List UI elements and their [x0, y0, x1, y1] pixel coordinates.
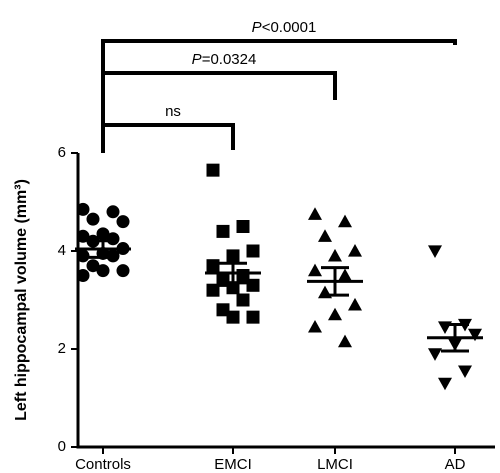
point	[308, 263, 322, 277]
error-bar	[89, 239, 117, 259]
point	[76, 229, 90, 243]
point	[106, 232, 120, 246]
point	[206, 283, 220, 297]
point	[86, 212, 100, 226]
comparison-label: P=0.0324	[192, 51, 257, 68]
point	[468, 328, 482, 342]
x-tick-label: LMCI	[317, 456, 353, 473]
point	[226, 249, 240, 263]
y-tick-label: 0	[58, 438, 66, 455]
bracket	[101, 71, 337, 153]
point	[116, 215, 130, 229]
y-axis-label: Left hippocampal volume (mm³)	[13, 179, 30, 421]
point	[428, 245, 442, 258]
point	[96, 264, 110, 278]
bracket	[101, 39, 457, 153]
point	[338, 334, 352, 348]
point	[236, 220, 250, 233]
point	[348, 244, 362, 257]
error-bar	[219, 261, 247, 285]
point	[458, 365, 472, 379]
point	[438, 377, 452, 391]
x-tick-label: EMCI	[214, 456, 252, 473]
y-tick-label: 6	[58, 144, 66, 161]
bracket	[101, 123, 235, 153]
comparison-label: ns	[165, 103, 181, 120]
point	[246, 310, 260, 324]
point	[96, 227, 110, 241]
point	[246, 278, 260, 292]
point	[328, 248, 342, 262]
point	[246, 244, 260, 258]
error-bar	[321, 266, 349, 297]
point	[216, 303, 230, 317]
point	[328, 307, 342, 321]
point	[338, 268, 352, 282]
point	[206, 259, 220, 273]
point	[106, 205, 120, 219]
point	[76, 269, 90, 282]
x-tick-label: Controls	[75, 456, 131, 473]
point	[338, 214, 352, 228]
point	[76, 202, 90, 216]
point	[226, 281, 240, 295]
point	[308, 319, 322, 333]
point	[206, 163, 220, 177]
y-tick-label: 2	[58, 340, 66, 357]
point	[226, 310, 240, 324]
point	[348, 297, 362, 311]
point	[318, 229, 332, 242]
point	[236, 293, 250, 307]
point	[86, 259, 100, 273]
error-bar	[441, 323, 469, 353]
y-tick-label: 4	[58, 242, 66, 259]
point	[116, 264, 130, 278]
point	[428, 348, 442, 361]
comparison-label: P<0.0001	[252, 19, 317, 36]
point	[308, 207, 322, 220]
point	[76, 249, 90, 263]
point	[216, 224, 230, 238]
x-tick-label: AD	[445, 456, 466, 473]
